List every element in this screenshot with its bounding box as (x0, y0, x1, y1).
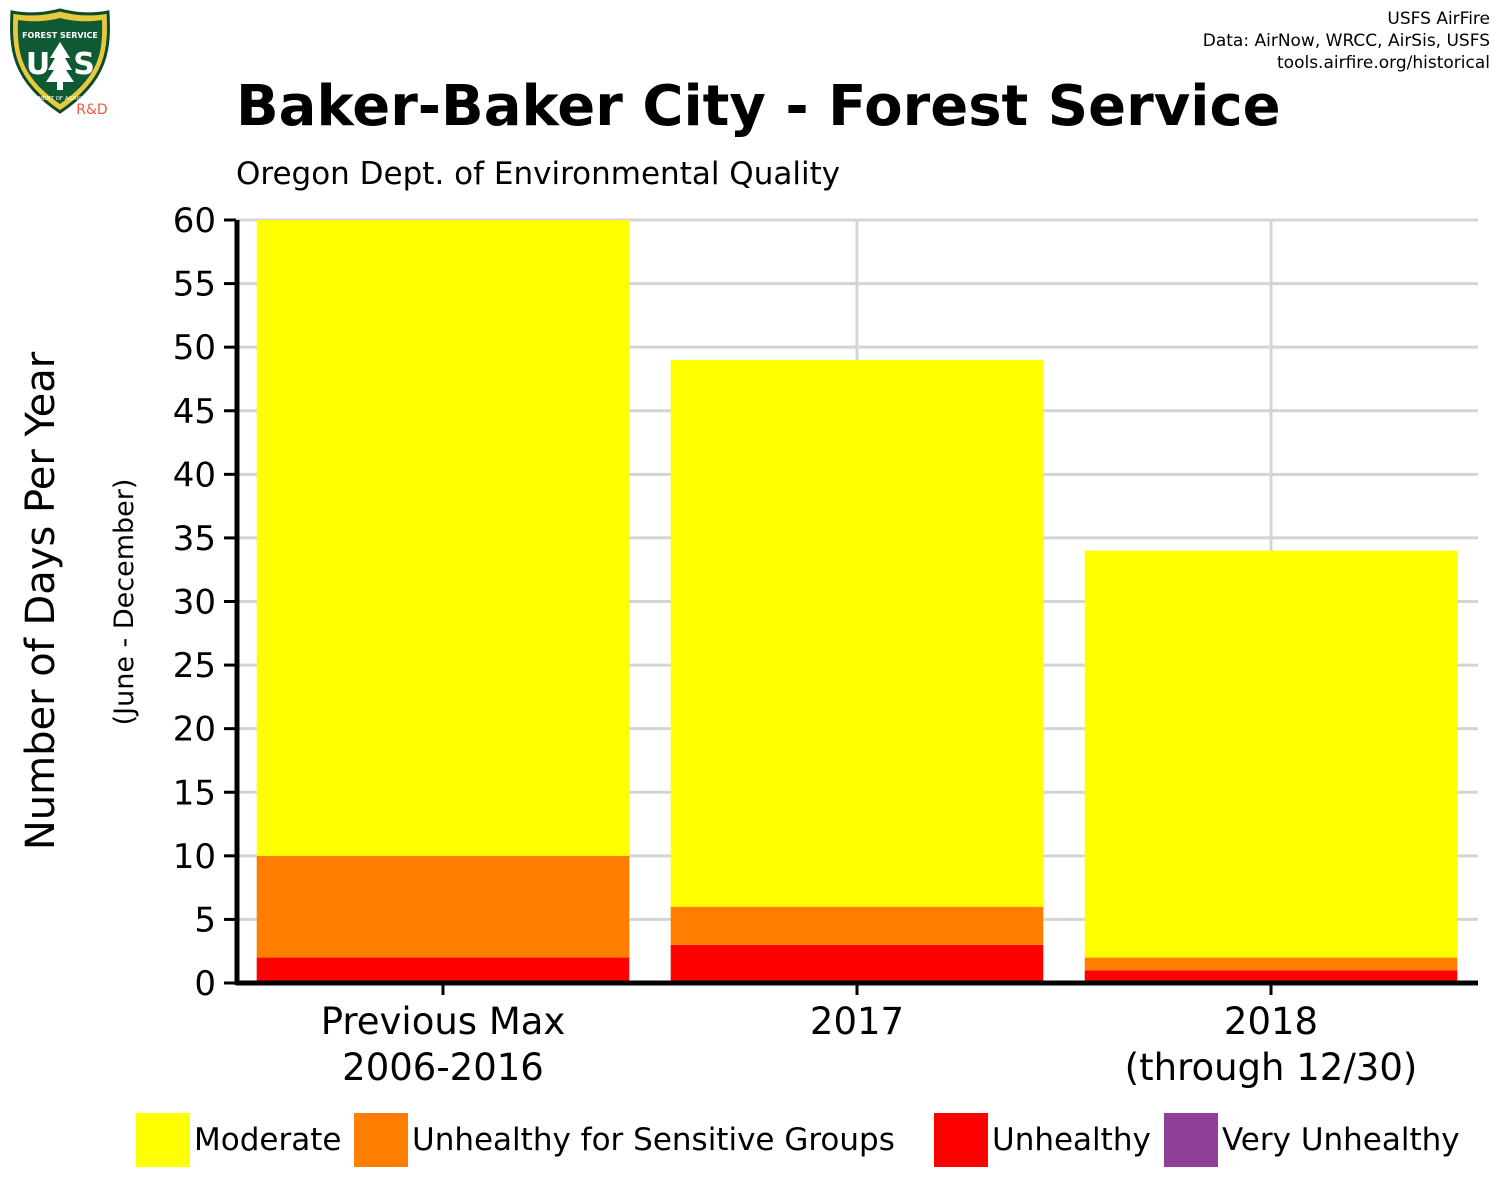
bar-segment (1084, 970, 1458, 983)
svg-text:U: U (26, 47, 50, 82)
credit-line: tools.airfire.org/historical (1277, 53, 1490, 73)
logo-rd-tag: R&D (76, 102, 107, 118)
legend-swatch (136, 1113, 190, 1167)
legend-label: Moderate (194, 1122, 342, 1158)
x-tick-label: (through 12/30) (1125, 1046, 1418, 1089)
legend-label: Very Unhealthy (1222, 1122, 1460, 1158)
y-tick-label: 5 (194, 900, 216, 940)
legend-swatch (354, 1113, 408, 1167)
y-tick-label: 35 (173, 519, 216, 559)
x-tick-label: 2018 (1224, 1000, 1318, 1043)
legend-item: Moderate (136, 1112, 341, 1168)
x-tick-label: Previous Max (321, 1000, 566, 1043)
y-axis-title: Number of Days Per Year (18, 351, 64, 850)
svg-text:S: S (73, 47, 95, 82)
legend-item: Unhealthy (934, 1112, 1151, 1168)
credit-line: Data: AirNow, WRCC, AirSis, USFS (1202, 31, 1490, 51)
x-tick-label: 2017 (810, 1000, 904, 1043)
bar-segment (256, 855, 630, 958)
y-tick-label: 15 (173, 773, 216, 813)
y-tick-label: 10 (173, 837, 216, 877)
bar-segment (1084, 550, 1458, 958)
chart-legend: Moderate Unhealthy for Sensitive Groups Un… (0, 1112, 1500, 1172)
bar-segment (670, 359, 1044, 907)
y-tick-label: 30 (173, 583, 216, 623)
y-tick-label: 20 (173, 710, 216, 750)
bar-segment (1084, 957, 1458, 971)
bar-segment (670, 906, 1044, 945)
bar-segment (256, 220, 630, 856)
legend-item: Unhealthy for Sensitive Groups (354, 1112, 895, 1168)
credits-block: USFS AirFire Data: AirNow, WRCC, AirSis,… (1203, 8, 1490, 74)
legend-label: Unhealthy (992, 1122, 1151, 1158)
y-tick-label: 40 (173, 455, 216, 495)
legend-item: Very Unhealthy (1164, 1112, 1460, 1168)
y-tick-label: 25 (173, 646, 216, 686)
x-tick-label: 2006-2016 (342, 1046, 544, 1089)
chart-title: Baker-Baker City - Forest Service (236, 74, 1281, 139)
bar-segment (256, 957, 630, 983)
legend-label: Unhealthy for Sensitive Groups (412, 1122, 895, 1158)
y-tick-label: 50 (173, 328, 216, 368)
y-axis-subtitle: (June - December) (109, 479, 140, 726)
svg-text:DEPARTMENT OF AGRICULTURE: DEPARTMENT OF AGRICULTURE (17, 96, 104, 102)
stacked-bar-chart: 0 5 10 15 20 25 30 35 40 45 50 55 60 Previous Max2006… (18, 201, 1478, 1089)
bar-segment (670, 944, 1044, 983)
credit-line: USFS AirFire (1387, 9, 1490, 29)
y-tick-label: 45 (173, 392, 216, 432)
legend-swatch (934, 1113, 988, 1167)
svg-text:FOREST SERVICE: FOREST SERVICE (22, 31, 98, 40)
legend-swatch (1164, 1113, 1218, 1167)
usfs-shield-logo: FOREST SERVICE U S DEPARTMENT OF AGRICUL… (10, 8, 110, 118)
chart-subtitle: Oregon Dept. of Environmental Quality (236, 156, 841, 192)
y-tick-label: 0 (194, 964, 216, 1004)
y-tick-label: 60 (173, 201, 216, 241)
y-tick-label: 55 (173, 265, 216, 305)
